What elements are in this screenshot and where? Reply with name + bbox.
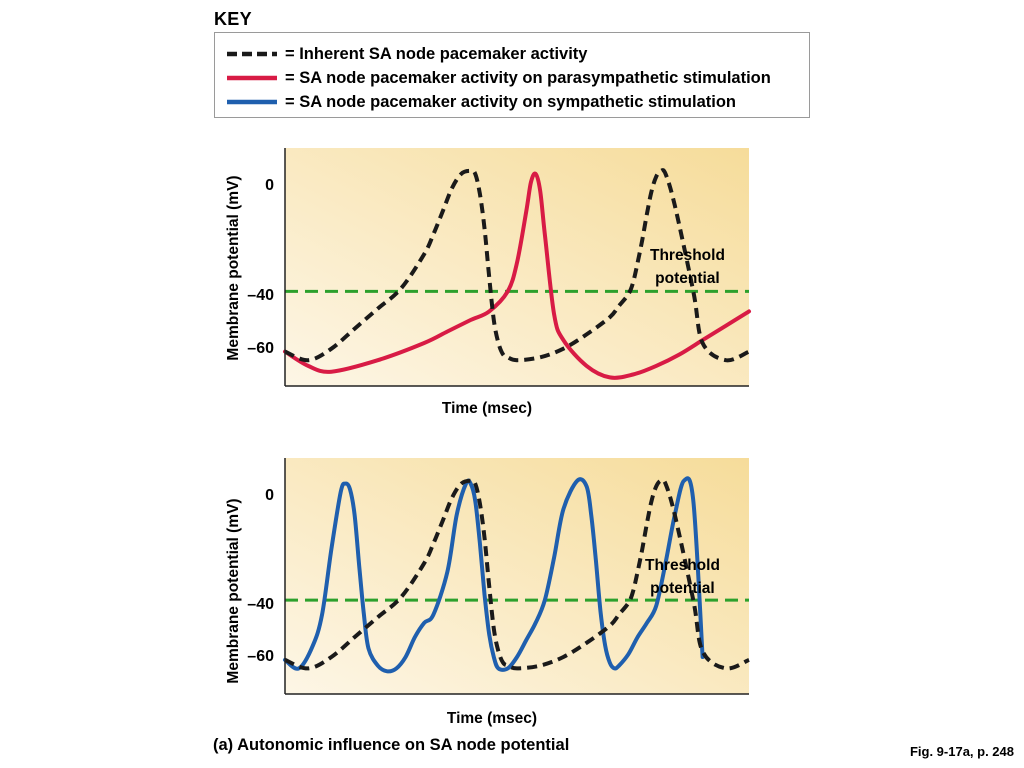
y-tick-minus40-top: –40: [247, 287, 274, 304]
figure-caption: (a) Autonomic influence on SA node poten…: [213, 736, 570, 754]
threshold-label-line1: Threshold: [650, 247, 725, 264]
series-parasympathetic-line: [283, 171, 751, 380]
legend-label-parasympathetic: = SA node pacemaker activity on parasymp…: [285, 68, 771, 87]
legend-item-parasympathetic: = SA node pacemaker activity on parasymp…: [227, 67, 807, 89]
legend-swatch-red: [227, 75, 277, 81]
x-axis-label-bottom: Time (msec): [446, 710, 538, 727]
x-axis-label-top: Time (msec): [441, 400, 533, 417]
legend-label-inherent: = Inherent SA node pacemaker activity: [285, 44, 588, 63]
threshold-label-line2: potential: [650, 580, 715, 597]
y-tick-minus40-bottom: –40: [247, 596, 274, 613]
key-title: KEY: [214, 9, 252, 29]
legend-item-sympathetic: = SA node pacemaker activity on sympathe…: [227, 91, 807, 113]
plot-area-parasympathetic: [283, 148, 751, 387]
legend-label-sympathetic: = SA node pacemaker activity on sympathe…: [285, 92, 736, 111]
threshold-label-bottom: Threshold potential: [645, 554, 720, 600]
legend-swatch-blue: [227, 99, 277, 105]
y-tick-minus60-top: –60: [247, 340, 274, 357]
y-tick-minus60-bottom: –60: [247, 648, 274, 665]
threshold-label-line2: potential: [655, 270, 720, 287]
legend-item-inherent: = Inherent SA node pacemaker activity: [227, 43, 807, 65]
figure-reference: Fig. 9-17a, p. 248: [909, 744, 1014, 759]
y-axis-label-top: Membrane potential (mV): [225, 175, 242, 361]
series-sympathetic-line: [283, 476, 705, 674]
y-tick-0-bottom: 0: [265, 487, 274, 504]
plot-area-sympathetic: [283, 458, 750, 695]
threshold-label-line1: Threshold: [645, 557, 720, 574]
series-inherent-line: [284, 168, 750, 363]
legend-swatch-dashed-black: [227, 51, 277, 57]
series-inherent-line: [284, 477, 750, 671]
threshold-label-top: Threshold potential: [650, 244, 725, 290]
y-tick-0-top: 0: [265, 177, 274, 194]
legend-box: = Inherent SA node pacemaker activity = …: [214, 32, 810, 118]
